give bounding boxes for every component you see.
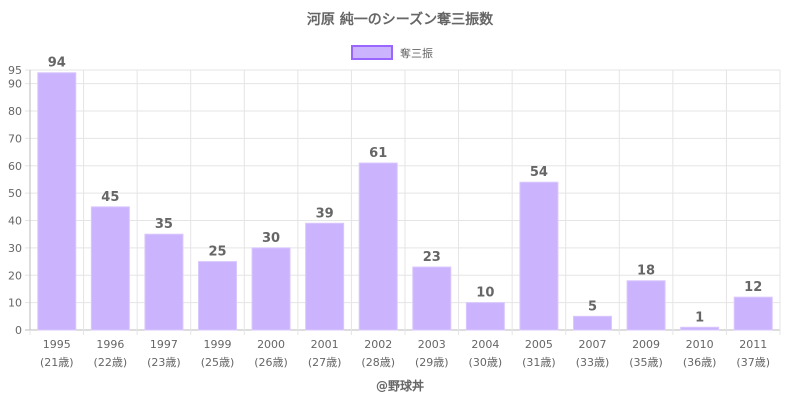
bar[interactable] [358,162,398,331]
x-tick-label: 2007 [579,338,607,351]
bar[interactable] [144,233,184,331]
y-tick-label: 50 [8,187,22,200]
data-label: 12 [744,280,762,295]
data-label: 54 [530,165,548,180]
data-label: 5 [588,299,597,314]
x-tick-sublabel: (37歳) [736,356,770,369]
x-tick-sublabel: (29歳) [415,356,449,369]
x-tick-label: 2011 [739,338,767,351]
y-tick-label: 10 [8,297,22,310]
x-tick-label: 2000 [257,338,285,351]
x-tick-label: 2003 [418,338,446,351]
data-label: 35 [155,217,173,232]
bar[interactable] [626,280,666,331]
y-tick-label: 95 [8,64,22,77]
data-label: 30 [262,231,280,246]
x-tick-label: 2010 [686,338,714,351]
bar[interactable] [251,247,291,331]
bar[interactable] [90,206,130,331]
legend-swatch [351,45,393,60]
x-tick-sublabel: (27歳) [308,356,342,369]
bar[interactable] [465,302,505,331]
y-tick-label: 30 [8,242,22,255]
x-tick-sublabel: (26歳) [254,356,288,369]
y-tick-label: 80 [8,105,22,118]
data-label: 61 [369,146,387,161]
y-tick-label: 70 [8,132,22,145]
x-tick-label: 1997 [150,338,178,351]
data-label: 1 [695,310,704,325]
x-tick-sublabel: (35歳) [629,356,663,369]
x-tick-sublabel: (33歳) [576,356,610,369]
x-tick-sublabel: (28歳) [361,356,395,369]
data-label: 45 [101,190,119,205]
data-label: 10 [476,286,494,301]
bar[interactable] [733,296,773,331]
x-tick-label: 2009 [632,338,660,351]
bar[interactable] [412,266,452,331]
x-tick-label: 2004 [471,338,499,351]
bar[interactable] [573,315,612,331]
x-tick-sublabel: (22歳) [94,356,128,369]
x-tick-label: 1995 [43,338,71,351]
x-tick-sublabel: (21歳) [40,356,74,369]
x-tick-label: 2001 [311,338,339,351]
x-tick-label: 1996 [96,338,124,351]
x-tick-label: 1999 [204,338,232,351]
x-tick-sublabel: (25歳) [201,356,235,369]
bar[interactable] [680,326,720,331]
bar[interactable] [198,261,237,331]
bar[interactable] [519,181,559,331]
data-label: 25 [208,245,226,260]
y-tick-label: 0 [15,324,22,337]
chart-title: 河原 純一のシーズン奪三振数 [307,11,494,28]
x-tick-label: 2002 [364,338,392,351]
y-tick-label: 40 [8,215,22,228]
x-tick-sublabel: (30歳) [469,356,503,369]
data-label: 23 [423,250,441,265]
data-label: 94 [48,56,66,71]
legend-label[interactable]: 奪三振 [400,46,433,60]
data-label: 39 [316,206,334,221]
x-tick-sublabel: (23歳) [147,356,181,369]
y-tick-label: 60 [8,160,22,173]
bar[interactable] [305,222,345,331]
y-tick-label: 20 [8,269,22,282]
data-label: 18 [637,264,655,279]
x-tick-label: 2005 [525,338,553,351]
x-tick-sublabel: (31歳) [522,356,556,369]
footer-credit: @野球丼 [376,378,424,393]
bar[interactable] [37,72,77,331]
x-tick-sublabel: (36歳) [683,356,717,369]
y-tick-label: 90 [8,78,22,91]
